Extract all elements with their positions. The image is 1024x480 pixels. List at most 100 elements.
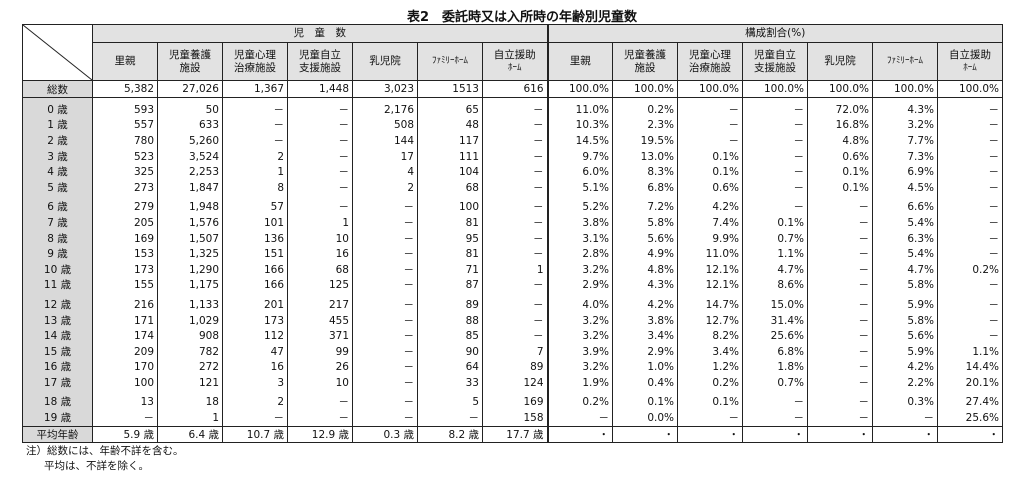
count-cell: － [287,410,353,427]
count-cell: 153 [92,246,158,262]
percent-cell: 4.3% [612,277,678,294]
percent-cell: － [937,117,1003,134]
count-cell: － [352,277,418,294]
percent-cell: 0.2% [546,394,613,411]
count-cell: － [287,394,353,411]
table-row: 17 歳 100 121 3 10 － 33 124 1.9% 0.4% 0.2% 0.7% － 2.2%… [22,375,1003,391]
count-cell: 1,325 [157,246,223,262]
percent-cell: 13.0% [612,148,678,165]
count-cell: 124 [482,375,548,391]
percent-cell: － [937,133,1003,149]
count-cell: 68 [417,179,483,196]
table-row: 10 歳 173 1,290 166 68 － 71 1 3.2% 4.8% 12.1% 4.7% － 4… [22,261,1003,278]
count-cell: － [222,410,288,427]
percent-cell: － [937,148,1003,165]
count-cell: 85 [417,328,483,344]
count-cell: 10 [287,230,353,247]
percent-cell: 6.9% [872,164,938,180]
count-cell: 99 [287,343,353,360]
count-cell: 1,507 [157,230,223,247]
count-cell: － [352,215,418,231]
count-cell: 1,948 [157,199,223,216]
percent-cell: 3.9% [546,343,613,360]
column-header: ﾌｧﾐﾘｰﾎｰﾑ [872,42,938,81]
percent-cell: 0.1% [677,164,743,180]
percent-cell: 0.1% [677,148,743,165]
count-cell: 279 [92,199,158,216]
column-header: 児童自立 支援施設 [742,42,808,81]
count-cell: 17.7 歳 [482,425,548,443]
count-cell: － [482,246,548,262]
table-row: 8 歳 169 1,507 136 10 － 95 － 3.1% 5.6% 9.9% 0.7% － 6.3… [22,230,1003,247]
percent-cell: 4.8% [807,133,873,149]
percent-cell: 3.2% [546,261,613,278]
percent-cell: 0.4% [612,375,678,391]
count-cell: － [352,312,418,329]
count-cell: 27,026 [157,80,223,98]
count-cell: 1,847 [157,179,223,196]
percent-cell: 5.6% [872,328,938,344]
percent-cell: 0.1% [612,394,678,411]
percent-cell: － [937,102,1003,118]
row-label: 10 歳 [22,261,93,278]
table-row: 3 歳 523 3,524 2 － 17 111 － 9.7% 13.0% 0.1% － 0.6% 7.3… [22,148,1003,165]
count-cell: 88 [417,312,483,329]
count-cell: 18 [157,394,223,411]
diagonal-line [23,25,92,80]
percent-cell: 4.2% [612,297,678,313]
percent-cell: 0.1% [742,215,808,231]
table-row: 6 歳 279 1,948 57 －－ 100 － 5.2% 7.2% 4.2% －－ 6.6% － [22,199,1003,216]
percent-cell: － [742,199,808,216]
row-label: 7 歳 [22,215,93,231]
percent-cell: 2.2% [872,375,938,391]
percent-cell: ・ [937,425,1003,443]
percent-cell: － [807,394,873,411]
percent-cell: 14.4% [937,359,1003,376]
percent-cell: － [742,164,808,180]
percent-cell: 6.3% [872,230,938,247]
count-cell: 121 [157,375,223,391]
count-cell: 136 [222,230,288,247]
count-cell: 273 [92,179,158,196]
group-header-ratios: 構成割合(%) [546,24,1003,43]
percent-cell: － [677,102,743,118]
percent-cell: 0.6% [677,179,743,196]
count-cell: 1,133 [157,297,223,313]
percent-cell: 9.7% [546,148,613,165]
percent-cell: 0.2% [677,375,743,391]
count-cell: 125 [287,277,353,294]
percent-cell: － [872,410,938,427]
count-cell: － [482,328,548,344]
count-cell: 87 [417,277,483,294]
percent-cell: 4.2% [872,359,938,376]
column-header: 児童自立 支援施設 [287,42,353,81]
percent-cell: － [807,343,873,360]
count-cell: 16 [287,246,353,262]
count-cell: 89 [417,297,483,313]
percent-cell: 0.2% [612,102,678,118]
count-cell: 50 [157,102,223,118]
percent-cell: 19.5% [612,133,678,149]
column-header: 里親 [92,42,158,81]
percent-cell: 7.4% [677,215,743,231]
percent-cell: － [937,312,1003,329]
count-cell: － [287,117,353,134]
percent-cell: 1.1% [742,246,808,262]
count-cell: 3,524 [157,148,223,165]
age-distribution-table: 児 童 数 構成割合(%) 里親 児童養護 施設 児童心理 治療施設 児童自立 支援施設 乳児… [22,24,1003,443]
percent-cell: － [807,410,873,427]
table-row: 0 歳 593 50 －－ 2,176 65 － 11.0% 0.2% －－ 72.0% 4.3% － [22,102,1003,118]
column-header: 児童心理 治療施設 [677,42,743,81]
percent-cell: － [677,133,743,149]
row-label: 3 歳 [22,148,93,165]
row-label: 14 歳 [22,328,93,344]
column-header: 自立援助 ﾎｰﾑ [937,42,1003,81]
count-cell: 174 [92,328,158,344]
percent-cell: 3.4% [677,343,743,360]
percent-cell: 3.4% [612,328,678,344]
row-label: 総数 [22,80,93,98]
percent-cell: 31.4% [742,312,808,329]
count-cell: 104 [417,164,483,180]
count-cell: 10.7 歳 [222,425,288,443]
count-cell: － [482,179,548,196]
